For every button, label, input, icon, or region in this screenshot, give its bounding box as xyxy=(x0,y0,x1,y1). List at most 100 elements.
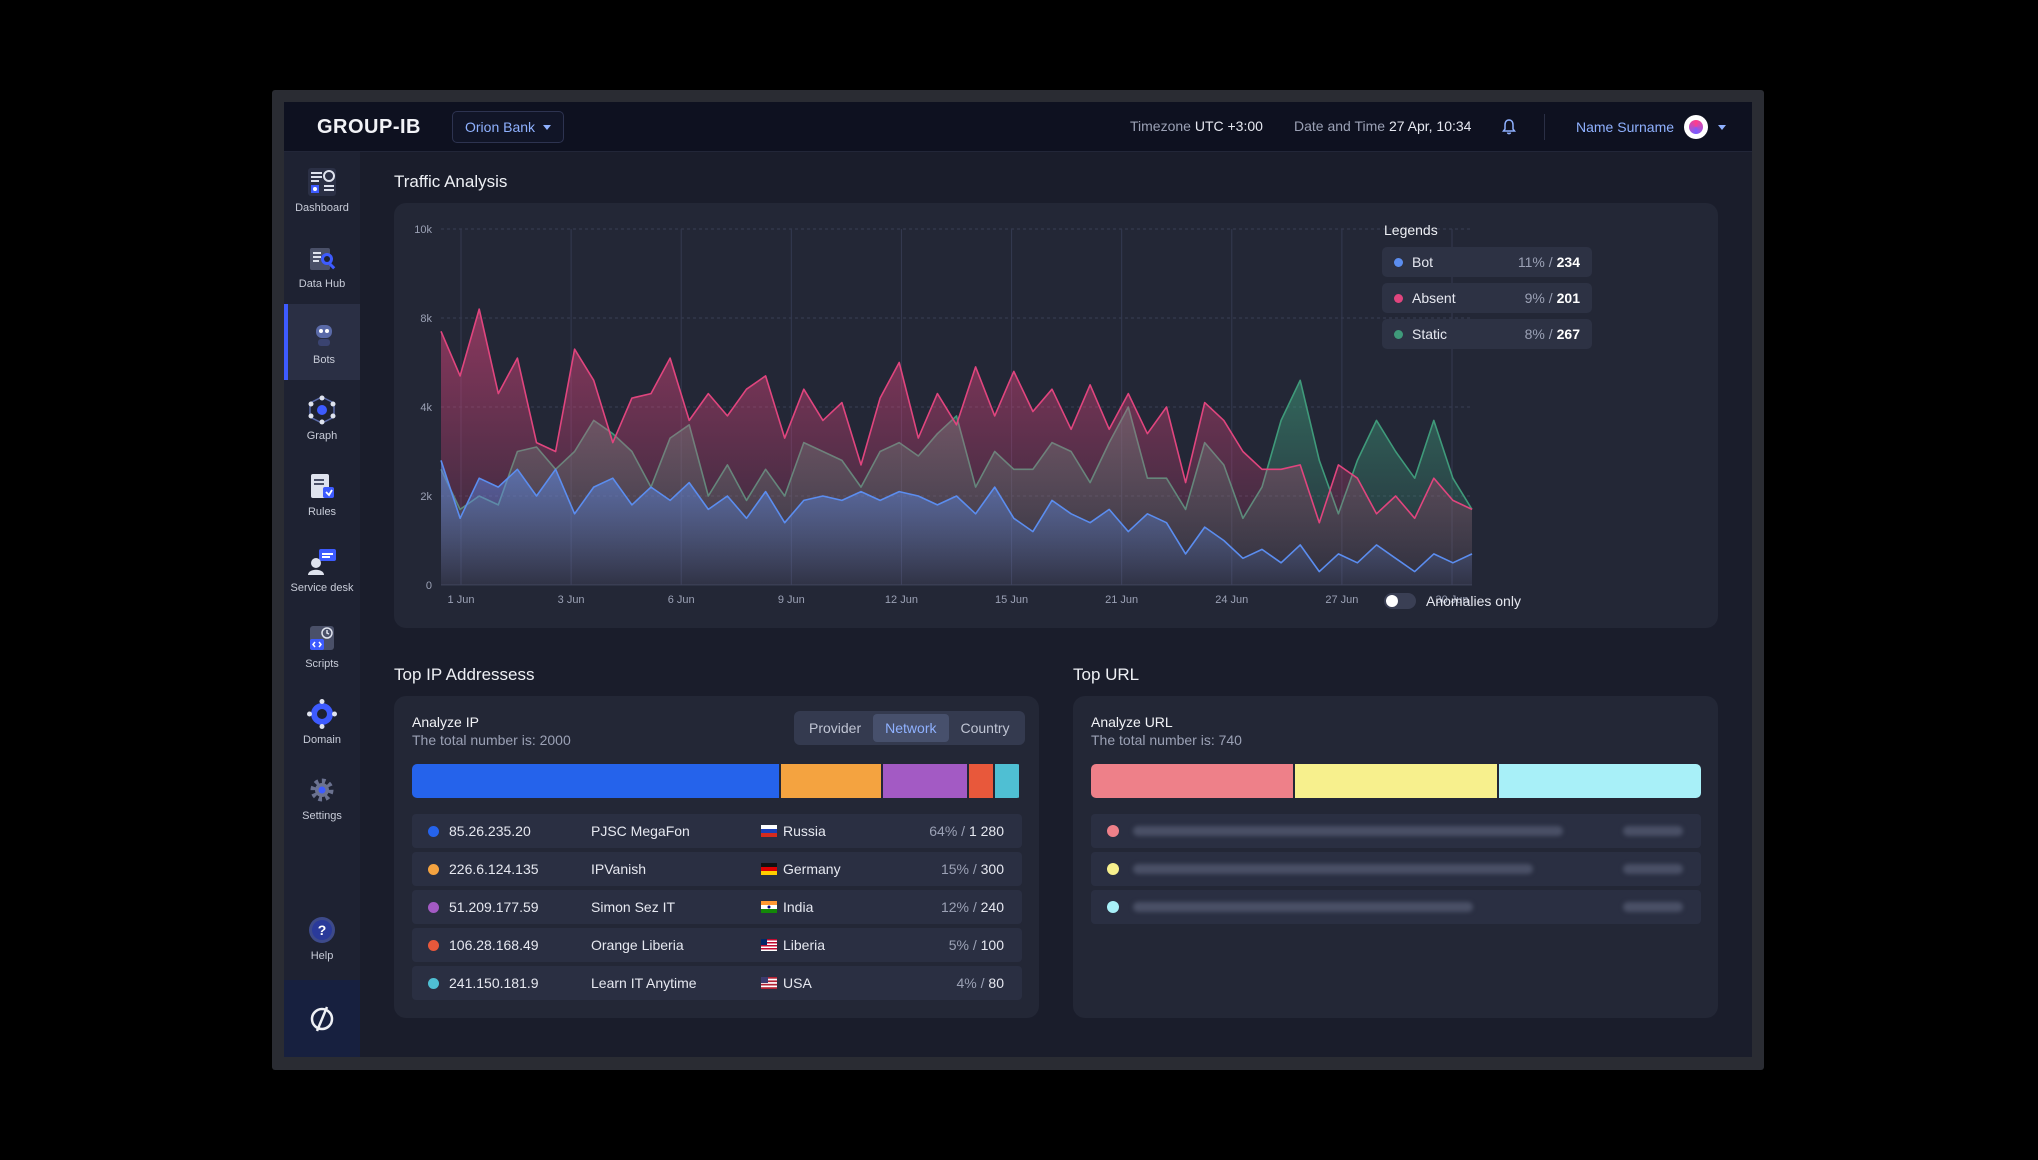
org-select[interactable]: Orion Bank xyxy=(452,111,565,143)
bar-segment[interactable] xyxy=(968,764,993,798)
chevron-down-icon xyxy=(543,124,552,130)
traffic-chart[interactable]: 10k 8k 4k 2k 0 1 Jun 3 Jun 6 Jun 9 Jun 12 Jun 15 J… xyxy=(284,102,1752,1057)
data-hub-icon xyxy=(310,248,336,270)
redacted-count xyxy=(1623,826,1683,836)
sidebar-item-data-hub[interactable]: Data Hub xyxy=(284,228,360,304)
legend-item-bot[interactable]: Bot 11% / 234 xyxy=(1382,247,1592,277)
series-line-bot[interactable] xyxy=(440,460,1473,573)
traffic-section-title: Traffic Analysis xyxy=(394,172,508,191)
legend-item-absent[interactable]: Absent 9% / 201 xyxy=(1382,283,1592,313)
ip-share-pct: 15% / xyxy=(940,861,977,877)
legend-dot xyxy=(1394,329,1403,339)
sidebar-item-label: Help xyxy=(310,950,334,962)
x-tick-label: 3 Jun xyxy=(558,594,585,606)
list-item[interactable] xyxy=(1091,852,1701,886)
table-row[interactable]: 241.150.181.9 Learn IT Anytime USA 4% / … xyxy=(412,966,1022,1000)
sidebar-item-scripts[interactable]: Scripts xyxy=(284,608,360,684)
list-item[interactable] xyxy=(1091,814,1701,848)
ip-share: 64% / 1 280 xyxy=(929,823,1004,839)
ip-distribution-bar xyxy=(412,764,1022,798)
x-tick-label: 30 Jun xyxy=(1435,594,1468,606)
ip-share: 4% / 80 xyxy=(957,975,1004,991)
sidebar-item-dashboard[interactable]: Dashboard xyxy=(284,152,360,228)
x-tick-label: 24 Jun xyxy=(1215,594,1248,606)
table-row[interactable]: 85.26.235.20 PJSC MegaFon Russia 64% / 1… xyxy=(412,814,1022,848)
bar-segment[interactable] xyxy=(1091,764,1293,798)
sidebar-item-label: Data Hub xyxy=(298,278,346,290)
legend-dot xyxy=(1394,257,1403,267)
bot-icon xyxy=(316,325,332,346)
sidebar-item-label: Dashboard xyxy=(295,202,349,214)
sidebar-item-rules[interactable]: Rules xyxy=(284,456,360,532)
ip-share-pct: 4% / xyxy=(956,975,985,991)
bar-segment[interactable] xyxy=(412,764,780,798)
bar-segment[interactable] xyxy=(1294,764,1497,798)
sidebar-item-bots[interactable]: Bots xyxy=(284,304,360,380)
anomalies-toggle[interactable]: Anomalies only xyxy=(1384,593,1521,609)
row-color-dot xyxy=(428,863,439,875)
sidebar-item-help[interactable]: ? Help xyxy=(284,900,360,976)
tab-country[interactable]: Country xyxy=(960,720,1010,736)
table-row[interactable]: 106.28.168.49 Orange Liberia Liberia 5% … xyxy=(412,928,1022,962)
bar-segment[interactable] xyxy=(781,764,881,798)
top-header: GROUP-IB Orion Bank Timezone UTC +3:00 D… xyxy=(284,102,1752,152)
datetime-info: Date and Time 27 Apr, 10:34 xyxy=(1294,118,1471,134)
tab-provider[interactable]: Provider xyxy=(809,720,862,736)
ip-address: 241.150.181.9 xyxy=(449,975,539,991)
series-line-static[interactable] xyxy=(440,379,1473,520)
gear-icon xyxy=(310,778,334,802)
help-icon: ? xyxy=(309,917,335,943)
legend-name: Bot xyxy=(1412,254,1434,270)
ip-share-count: 100 xyxy=(980,937,1004,953)
user-menu[interactable]: Name Surname xyxy=(1576,115,1727,139)
domain-icon xyxy=(307,699,337,729)
ip-address: 51.209.177.59 xyxy=(449,899,539,915)
x-tick-label: 27 Jun xyxy=(1325,594,1358,606)
table-row[interactable]: 226.6.124.135 IPVanish Germany 15% / 300 xyxy=(412,852,1022,886)
sidebar-item-service-desk[interactable]: Service desk xyxy=(284,532,360,608)
ip-address: 106.28.168.49 xyxy=(449,937,539,953)
bar-segment[interactable] xyxy=(1498,764,1701,798)
analyze-url-total: The total number is: 740 xyxy=(1091,732,1242,748)
bar-segment[interactable] xyxy=(882,764,967,798)
row-color-dot xyxy=(428,977,439,989)
sidebar-item-label: Scripts xyxy=(305,658,339,670)
datetime-value: 27 Apr, 10:34 xyxy=(1388,118,1472,134)
bar-segment[interactable] xyxy=(994,764,1019,798)
service-desk-icon xyxy=(308,549,336,575)
sidebar-item-label: Domain xyxy=(303,734,341,746)
tab-network[interactable]: Network xyxy=(873,714,949,742)
table-row[interactable]: 51.209.177.59 Simon Sez IT India 12% / 2… xyxy=(412,890,1022,924)
analyze-url-title: Analyze URL xyxy=(1091,714,1173,730)
analyze-ip-total: The total number is: 2000 xyxy=(412,732,571,748)
x-tick-label: 12 Jun xyxy=(885,594,918,606)
legend-pct: 11% / xyxy=(1517,254,1553,270)
sidebar-item-graph[interactable]: Graph xyxy=(284,380,360,456)
y-tick-label: 10k xyxy=(414,224,432,236)
x-tick-label: 1 Jun xyxy=(448,594,475,606)
sidebar: Dashboard Data Hub Bots xyxy=(284,152,360,1057)
x-tick-label: 9 Jun xyxy=(778,594,805,606)
bell-icon[interactable] xyxy=(1502,119,1516,135)
ip-share-count: 240 xyxy=(980,899,1004,915)
list-item[interactable] xyxy=(1091,890,1701,924)
row-color-dot xyxy=(1107,901,1119,913)
ip-share: 12% / 240 xyxy=(941,899,1004,915)
toggle-switch[interactable] xyxy=(1384,593,1416,609)
ip-country: Liberia xyxy=(783,937,826,953)
x-tick-label: 15 Jun xyxy=(995,594,1028,606)
ip-country: Germany xyxy=(783,861,841,877)
timezone-value: UTC +3:00 xyxy=(1194,118,1263,134)
ip-share-count: 1 280 xyxy=(968,823,1004,839)
avatar xyxy=(1684,115,1709,139)
sidebar-item-domain[interactable]: Domain xyxy=(284,684,360,760)
sidebar-item-settings[interactable]: Settings xyxy=(284,760,360,836)
legend-item-static[interactable]: Static 8% / 267 xyxy=(1382,319,1592,349)
y-tick-label: 0 xyxy=(426,580,432,592)
app-window: GROUP-IB Orion Bank Timezone UTC +3:00 D… xyxy=(284,102,1752,1057)
ip-list: 85.26.235.20 PJSC MegaFon Russia 64% / 1… xyxy=(412,814,1022,1004)
row-color-dot xyxy=(1107,863,1119,875)
y-tick-label: 4k xyxy=(420,402,432,414)
sidebar-item-label: Graph xyxy=(306,430,338,442)
series-line-absent[interactable] xyxy=(440,308,1473,524)
